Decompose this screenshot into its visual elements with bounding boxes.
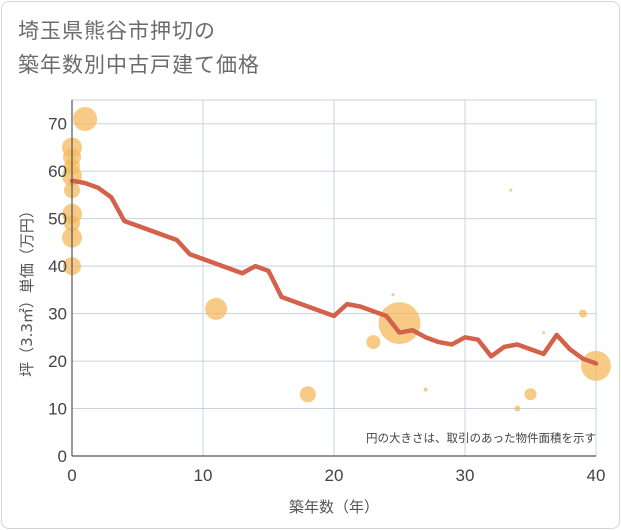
x-tick-label: 40 — [587, 466, 606, 485]
title-line-2: 築年数別中古戸建て価格 — [18, 53, 260, 77]
bubble-point — [514, 405, 521, 412]
y-axis-label: 坪（3.3㎡）単価（万円） — [18, 203, 36, 377]
y-tick-label: 50 — [48, 210, 67, 229]
title-line-1: 埼玉県熊谷市押切の — [18, 19, 216, 43]
bubble-point — [391, 293, 395, 297]
x-tick-label: 20 — [325, 466, 344, 485]
bubble-point — [581, 350, 611, 381]
size-note: 円の大きさは、取引のあった物件面積を示す — [366, 431, 596, 445]
y-tick-label: 40 — [48, 257, 67, 276]
bubble-point — [366, 335, 381, 350]
trend-line — [69, 178, 599, 366]
trend-line-layer — [69, 178, 599, 366]
chart-title: 埼玉県熊谷市押切の 築年数別中古戸建て価格 — [18, 14, 260, 82]
y-tick-label: 30 — [48, 305, 67, 324]
x-tick-label: 10 — [194, 466, 213, 485]
grid — [71, 99, 597, 457]
bubble-point — [509, 188, 513, 192]
x-axis-label: 築年数（年） — [289, 498, 379, 516]
bubble-point — [299, 386, 316, 403]
bubble-point — [578, 309, 587, 318]
y-tick-label: 20 — [48, 352, 67, 371]
y-tick-label: 0 — [58, 447, 67, 466]
bubble-point — [205, 297, 228, 320]
x-tick-label: 0 — [67, 466, 76, 485]
bubble-point — [524, 388, 537, 401]
axes — [71, 100, 596, 457]
tick-labels: 0 10 20 30 40 0 10 20 30 40 50 60 70 — [48, 115, 605, 485]
bubble-point — [542, 331, 546, 335]
y-tick-label: 70 — [48, 115, 67, 134]
y-tick-label: 10 — [48, 400, 67, 419]
bubble-point — [423, 387, 428, 392]
x-tick-label: 30 — [456, 466, 475, 485]
bubble-point — [73, 106, 98, 131]
y-tick-label: 60 — [48, 162, 67, 181]
bubble-layer — [62, 106, 611, 412]
bubble-point — [378, 302, 421, 345]
